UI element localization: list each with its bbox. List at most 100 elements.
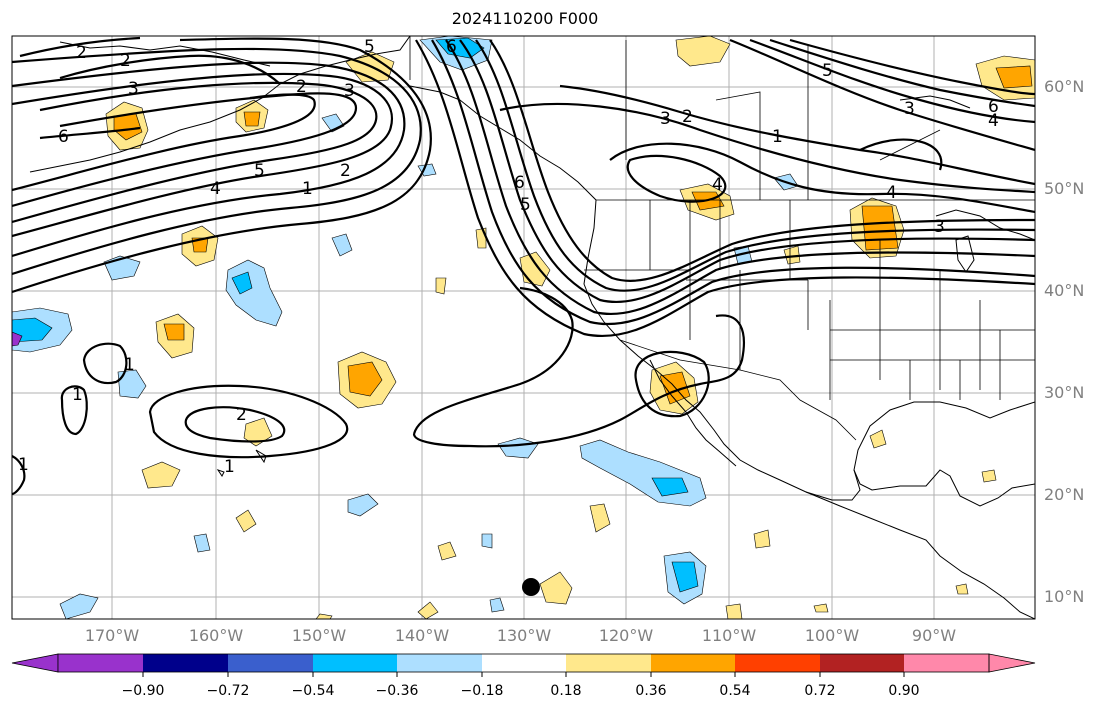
contour-line [769,38,1035,108]
colorbar-label: −0.90 [121,683,165,699]
contour-line [431,39,1035,326]
contour-label: 2 [296,77,307,97]
colorbar-label: 0.18 [550,683,582,699]
contour-line [749,38,1035,124]
us-mexico-border [619,339,857,441]
contour-line [459,39,1035,303]
contour-line [12,61,406,258]
contour-line [626,154,727,203]
contour-label: 1 [124,355,135,375]
colorbar-label: 0.90 [888,683,920,699]
location-marker [522,578,540,596]
alaska-coast [29,36,411,173]
colorbar-label: −0.54 [291,683,335,699]
contour-line [12,72,393,238]
contour-line [445,39,1035,315]
contour-label: 2 [76,43,87,63]
contour-line [39,126,141,140]
contour-line [60,385,88,436]
state-borders [830,330,1035,400]
hawaii-island [216,469,225,477]
contour-label: 3 [344,81,355,101]
contour-line [634,350,710,418]
pos-patch [725,603,743,619]
colorbar-label: 0.54 [719,683,751,699]
contour-label: 6 [988,97,999,117]
lat-label: 40°N [1044,281,1085,300]
colorbar-segment [58,654,143,672]
contour-label: 1 [302,179,313,199]
contour-line [559,84,1035,186]
baja-coast [649,359,737,467]
contour-label: 4 [988,111,999,131]
contour-label: 6 [58,127,69,147]
contour-line [148,384,349,459]
gridlines [12,36,1035,619]
colorbar-outline [57,653,990,673]
contour-line [415,39,1035,337]
neg-patch [193,533,211,553]
pos-patch [437,541,457,561]
contour-labels: 2 2 3 6 5 2 3 4 5 1 2 6 6 5 3 2 1 4 5 3 … [18,37,999,477]
alaska-north-coast [59,41,271,67]
colorbar-label: −0.18 [460,683,504,699]
contour-line [184,406,286,443]
colorbar-segment [651,654,735,672]
colorbar-label: −0.72 [206,683,250,699]
province-border [715,91,761,200]
lat-label: 60°N [1044,77,1085,96]
neg-patch [347,493,379,517]
west-coast [409,85,1035,501]
coastlines [29,36,1035,619]
contour-label: 4 [210,179,221,199]
colorbar-segment [143,654,228,672]
contour-label: 4 [886,183,897,203]
lat-label: 30°N [1044,383,1085,402]
pos-patch [783,245,801,265]
contour-label: 2 [120,51,131,71]
contour-line [12,93,316,192]
pos-patch [235,509,257,533]
contour-line [609,142,1035,214]
pos-patch [163,323,185,341]
pos-patch [435,277,447,295]
contour-line [489,39,1035,282]
lon-label: 100°W [804,626,860,645]
contour-label: 3 [660,109,671,129]
pos-patch [417,601,439,619]
pos-patch [539,571,573,605]
lat-label: 50°N [1044,179,1085,198]
contour-label: 2 [236,405,247,425]
colorbar-extend-high [988,653,1036,673]
contour-label: 3 [934,217,945,237]
great-lakes [935,209,1035,241]
contour-label: 1 [18,455,29,475]
contour-line [12,37,432,294]
contour-line [475,39,1035,292]
pos-patch [869,429,887,449]
colorbar-segment [313,654,397,672]
neg-patch [231,271,253,295]
colorbar-label: 0.72 [804,683,836,699]
lat-label: 20°N [1044,485,1085,504]
colorbar-label: −0.36 [375,683,419,699]
pos-patch [675,36,731,67]
lon-label: 150°W [291,626,347,645]
lon-label: 170°W [84,626,140,645]
neg-patch [59,593,99,619]
contour-line [59,54,281,85]
neg-patch [12,331,23,347]
colorbar-segment [228,654,313,672]
pos-patch [589,503,611,533]
pos-patch [981,469,997,483]
colorbar-segment [735,654,820,672]
contour-label: 5 [254,161,265,181]
pos-patch [813,603,829,613]
contour-line [12,81,378,224]
contour-label: 6 [514,173,525,193]
neg-patch [331,233,353,257]
lon-label: 130°W [496,626,552,645]
contour-line [19,36,141,58]
lon-label: 90°W [911,626,957,645]
